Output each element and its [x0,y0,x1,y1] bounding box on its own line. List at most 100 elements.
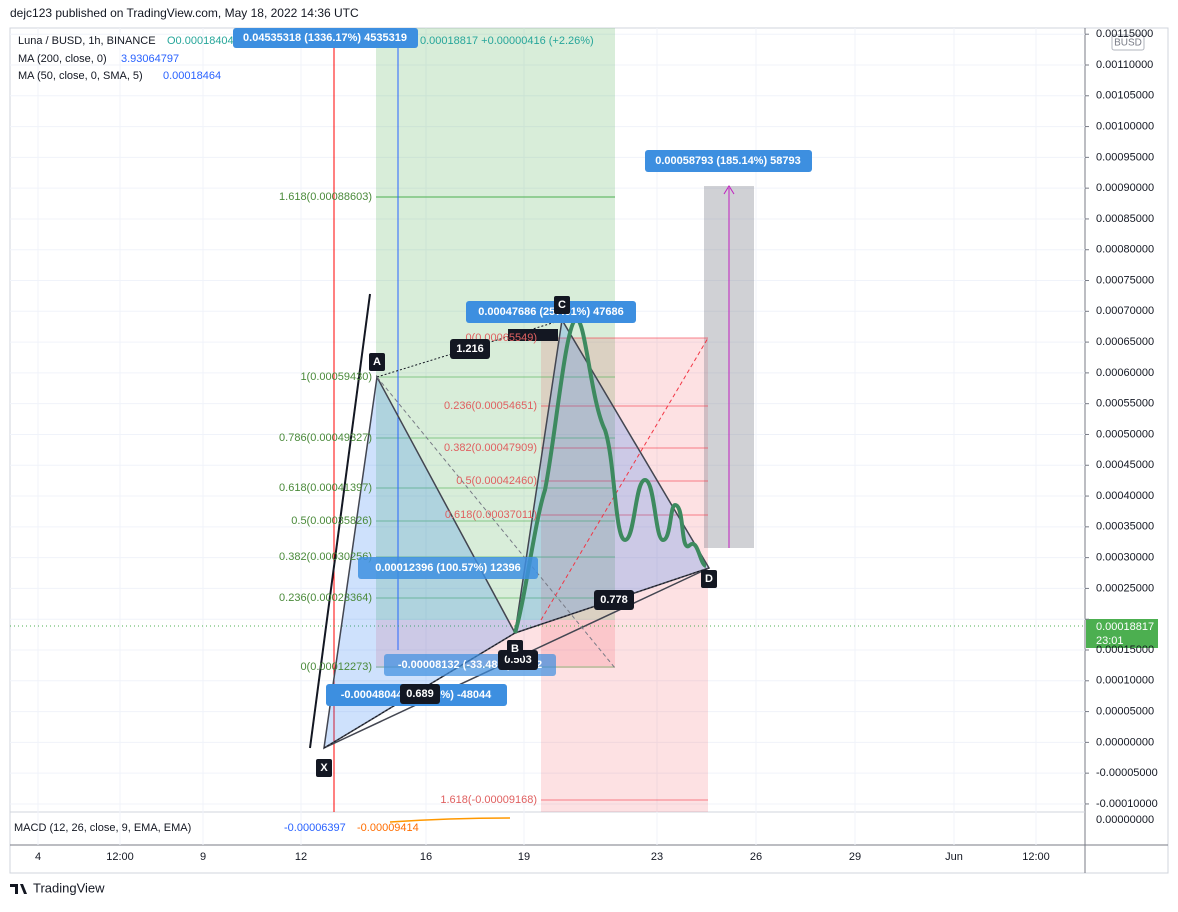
projected-path [513,317,708,634]
last-label: 0.00018817 +0.00000416 (+2.26%) [420,35,594,47]
currency-box [1111,34,1145,51]
time-tick-label: 9 [200,851,206,863]
ratio-box [450,339,490,359]
fib-label: 0.382(0.00047909) [444,442,537,454]
macd-name: MACD (12, 26, close, 9, EMA, EMA) [14,822,191,834]
point-label: A [373,356,381,368]
ratio-label: 1.216 [456,343,484,355]
fib-label: 0.236(0.00054651) [444,400,537,412]
fib-label: 1(0.00059430) [300,371,372,383]
time-tick-label: 12:00 [106,851,134,863]
ratio-label: 0.778 [600,594,628,606]
frame [9,27,1169,874]
fib-label: 0.5(0.00035826) [291,515,372,527]
price-tick-label: 0.00085000 [1096,213,1154,225]
fib-label: 0.382(0.00030256) [279,551,372,563]
dashed-line [540,337,709,621]
ratio-label: 0.689 [406,688,434,700]
countdown: 23:01 [1096,635,1124,647]
fib-retracement-zone [541,338,708,812]
time-tick-label: 4 [35,851,41,863]
price-tick-label: 0.00060000 [1096,367,1154,379]
price-tick-label: 0.00065000 [1096,336,1154,348]
ohlc-label: O0.00018404 [167,35,234,47]
measure-box [645,150,812,172]
time-tick-label: 23 [651,851,663,863]
price-tick-label: 0.00015000 [1096,644,1154,656]
logo [10,884,27,894]
price-tick-label: 0.00075000 [1096,274,1154,286]
price-tick-label: 0.00045000 [1096,459,1154,471]
time-tick-label: 12 [295,851,307,863]
ma50-value: 0.00018464 [163,70,221,82]
symbol-label: Luna / BUSD, 1h, BINANCE [18,35,156,47]
price-tick-label: 0.00110000 [1096,59,1153,71]
macd-signal-line [389,817,511,823]
fib-label: 1.618(-0.00009168) [440,794,537,806]
price-tick-label: 0.00080000 [1096,244,1154,256]
point-box [507,640,523,658]
point-label: D [705,573,713,585]
currency-label: BUSD [1114,38,1142,49]
footer-brand: TradingView [33,880,105,895]
time-tick-label: 12:00 [1022,851,1050,863]
time-tick-label: 26 [750,851,762,863]
price-tick-label: 0.00005000 [1096,705,1154,717]
fib-label: 0.618(0.00041397) [279,482,372,494]
time-tick-label: Jun [945,851,963,863]
price-tick-label: 0.00105000 [1096,90,1154,102]
ma50-name: MA (50, close, 0, SMA, 5) [18,70,143,82]
price-tick-label: 0.00055000 [1096,398,1154,410]
measure-box [233,28,418,48]
measure-label: 0.00012396 (100.57%) 12396 [375,562,521,574]
ma200-name: MA (200, close, 0) [18,53,107,65]
price-tick-label: 0.00070000 [1096,305,1154,317]
price-tick-label: 0.00100000 [1096,120,1154,132]
published-header: dejc123 published on TradingView.com, Ma… [10,6,359,20]
price-tick-label: 0.00040000 [1096,490,1154,502]
fib-label: 0.5(0.00042460) [456,475,537,487]
point-box [554,296,570,314]
point-box [316,759,332,777]
price-tick-label: 0.00030000 [1096,552,1154,564]
price-tick-label: -0.00010000 [1096,798,1158,810]
point-box [701,570,717,588]
fib-label: 0(0.00012273) [300,661,372,673]
point-box [369,353,385,371]
fib-label: 0.236(0.00023364) [279,592,372,604]
price-tick-label: 0.00010000 [1096,675,1154,687]
ma200-value: 3.93064797 [121,53,179,65]
macd-axis-label: 0.00000000 [1096,814,1154,826]
macd-signal: -0.00009414 [357,822,419,834]
macd-value: -0.00006397 [284,822,346,834]
arrow-head [723,185,735,195]
price-tick-label: 0.00025000 [1096,582,1154,594]
price-tick-label: -0.00005000 [1096,767,1158,779]
measure-label: 0.00058793 (185.14%) 58793 [655,155,801,167]
last-price-box [1086,619,1158,648]
last-price: 0.00018817 [1096,621,1154,633]
ratio-box [400,684,440,704]
price-tick-label: 0.00090000 [1096,182,1154,194]
ratio-box [594,590,634,610]
time-tick-label: 19 [518,851,530,863]
time-tick-label: 16 [420,851,432,863]
fib-label: 0.786(0.00049327) [279,432,372,444]
price-tick-label: 0.00095000 [1096,151,1154,163]
price-tick-label: 0.00035000 [1096,521,1154,533]
fib-label: 0.618(0.00037011) [445,509,537,521]
measure-box [466,301,636,323]
point-label: X [320,762,328,774]
black-box [508,329,558,341]
point-label: C [558,299,566,311]
fib-label: 1.618(0.00088603) [279,191,372,203]
measure-label: 0.00047686 (257.61%) 47686 [478,306,624,318]
point-label: B [511,643,519,655]
price-tick-label: 0.00050000 [1096,428,1154,440]
measure-box [358,557,538,579]
price-tick-label: 0.00000000 [1096,736,1154,748]
